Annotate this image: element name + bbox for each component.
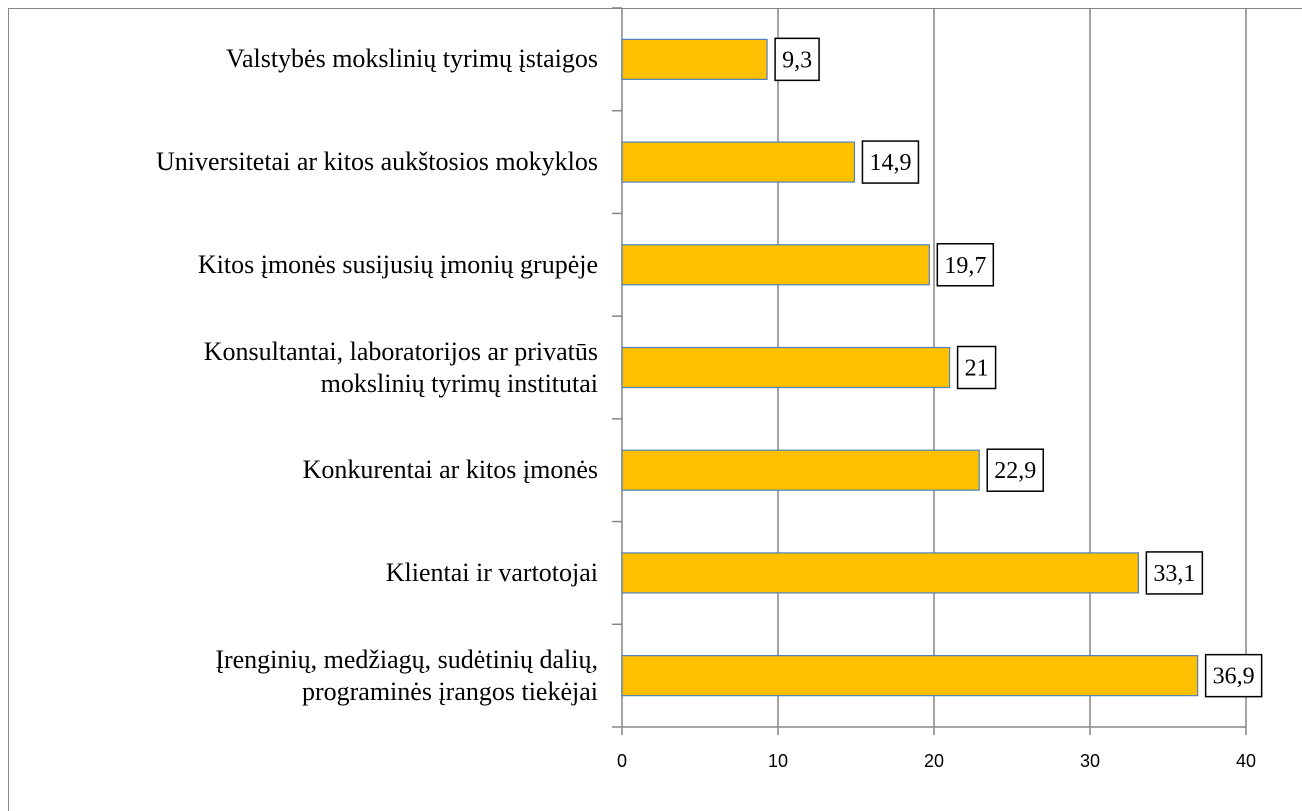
value-label-box — [1145, 551, 1204, 595]
category-label: Universitetai ar kitos aukštosios mokykl… — [156, 147, 598, 177]
x-tick-label: 10 — [768, 751, 788, 771]
value-label-box — [986, 448, 1044, 492]
category-label: Valstybės mokslinių tyrimų įstaigos — [226, 44, 598, 74]
value-label: 19,7 — [944, 253, 986, 279]
bar — [621, 346, 951, 389]
category-label: Konsultantai, laboratorijos ar privatūs … — [203, 336, 598, 398]
x-tick-label: 20 — [924, 751, 944, 771]
value-label: 9,3 — [782, 47, 812, 73]
category-label: Konkurentai ar kitos įmonės — [302, 455, 598, 485]
bar — [621, 552, 1139, 594]
value-label-box — [936, 243, 995, 287]
x-tick-label: 30 — [1080, 751, 1100, 771]
bar — [621, 655, 1199, 697]
value-label-box — [861, 140, 920, 184]
chart-frame — [8, 8, 1302, 811]
value-label: 21 — [965, 356, 989, 382]
category-label: Kitos įmonės susijusių įmonių grupėje — [197, 249, 598, 279]
value-label: 22,9 — [994, 458, 1036, 484]
value-label: 36,9 — [1213, 664, 1255, 690]
bar — [621, 141, 856, 183]
value-label: 14,9 — [869, 150, 911, 176]
value-label: 33,1 — [1153, 561, 1195, 587]
value-label-box — [774, 37, 820, 82]
x-tick-label: 40 — [1236, 751, 1256, 771]
bar — [621, 244, 930, 286]
x-tick-label: 0 — [617, 751, 627, 771]
category-label: Klientai ir vartotojai — [385, 557, 598, 587]
value-label-box — [1204, 653, 1263, 698]
bar — [621, 38, 768, 80]
value-label-box — [956, 345, 997, 390]
category-label: Įrenginių, medžiagų, sudėtinių dalių, pr… — [215, 644, 598, 706]
bar — [621, 449, 980, 491]
